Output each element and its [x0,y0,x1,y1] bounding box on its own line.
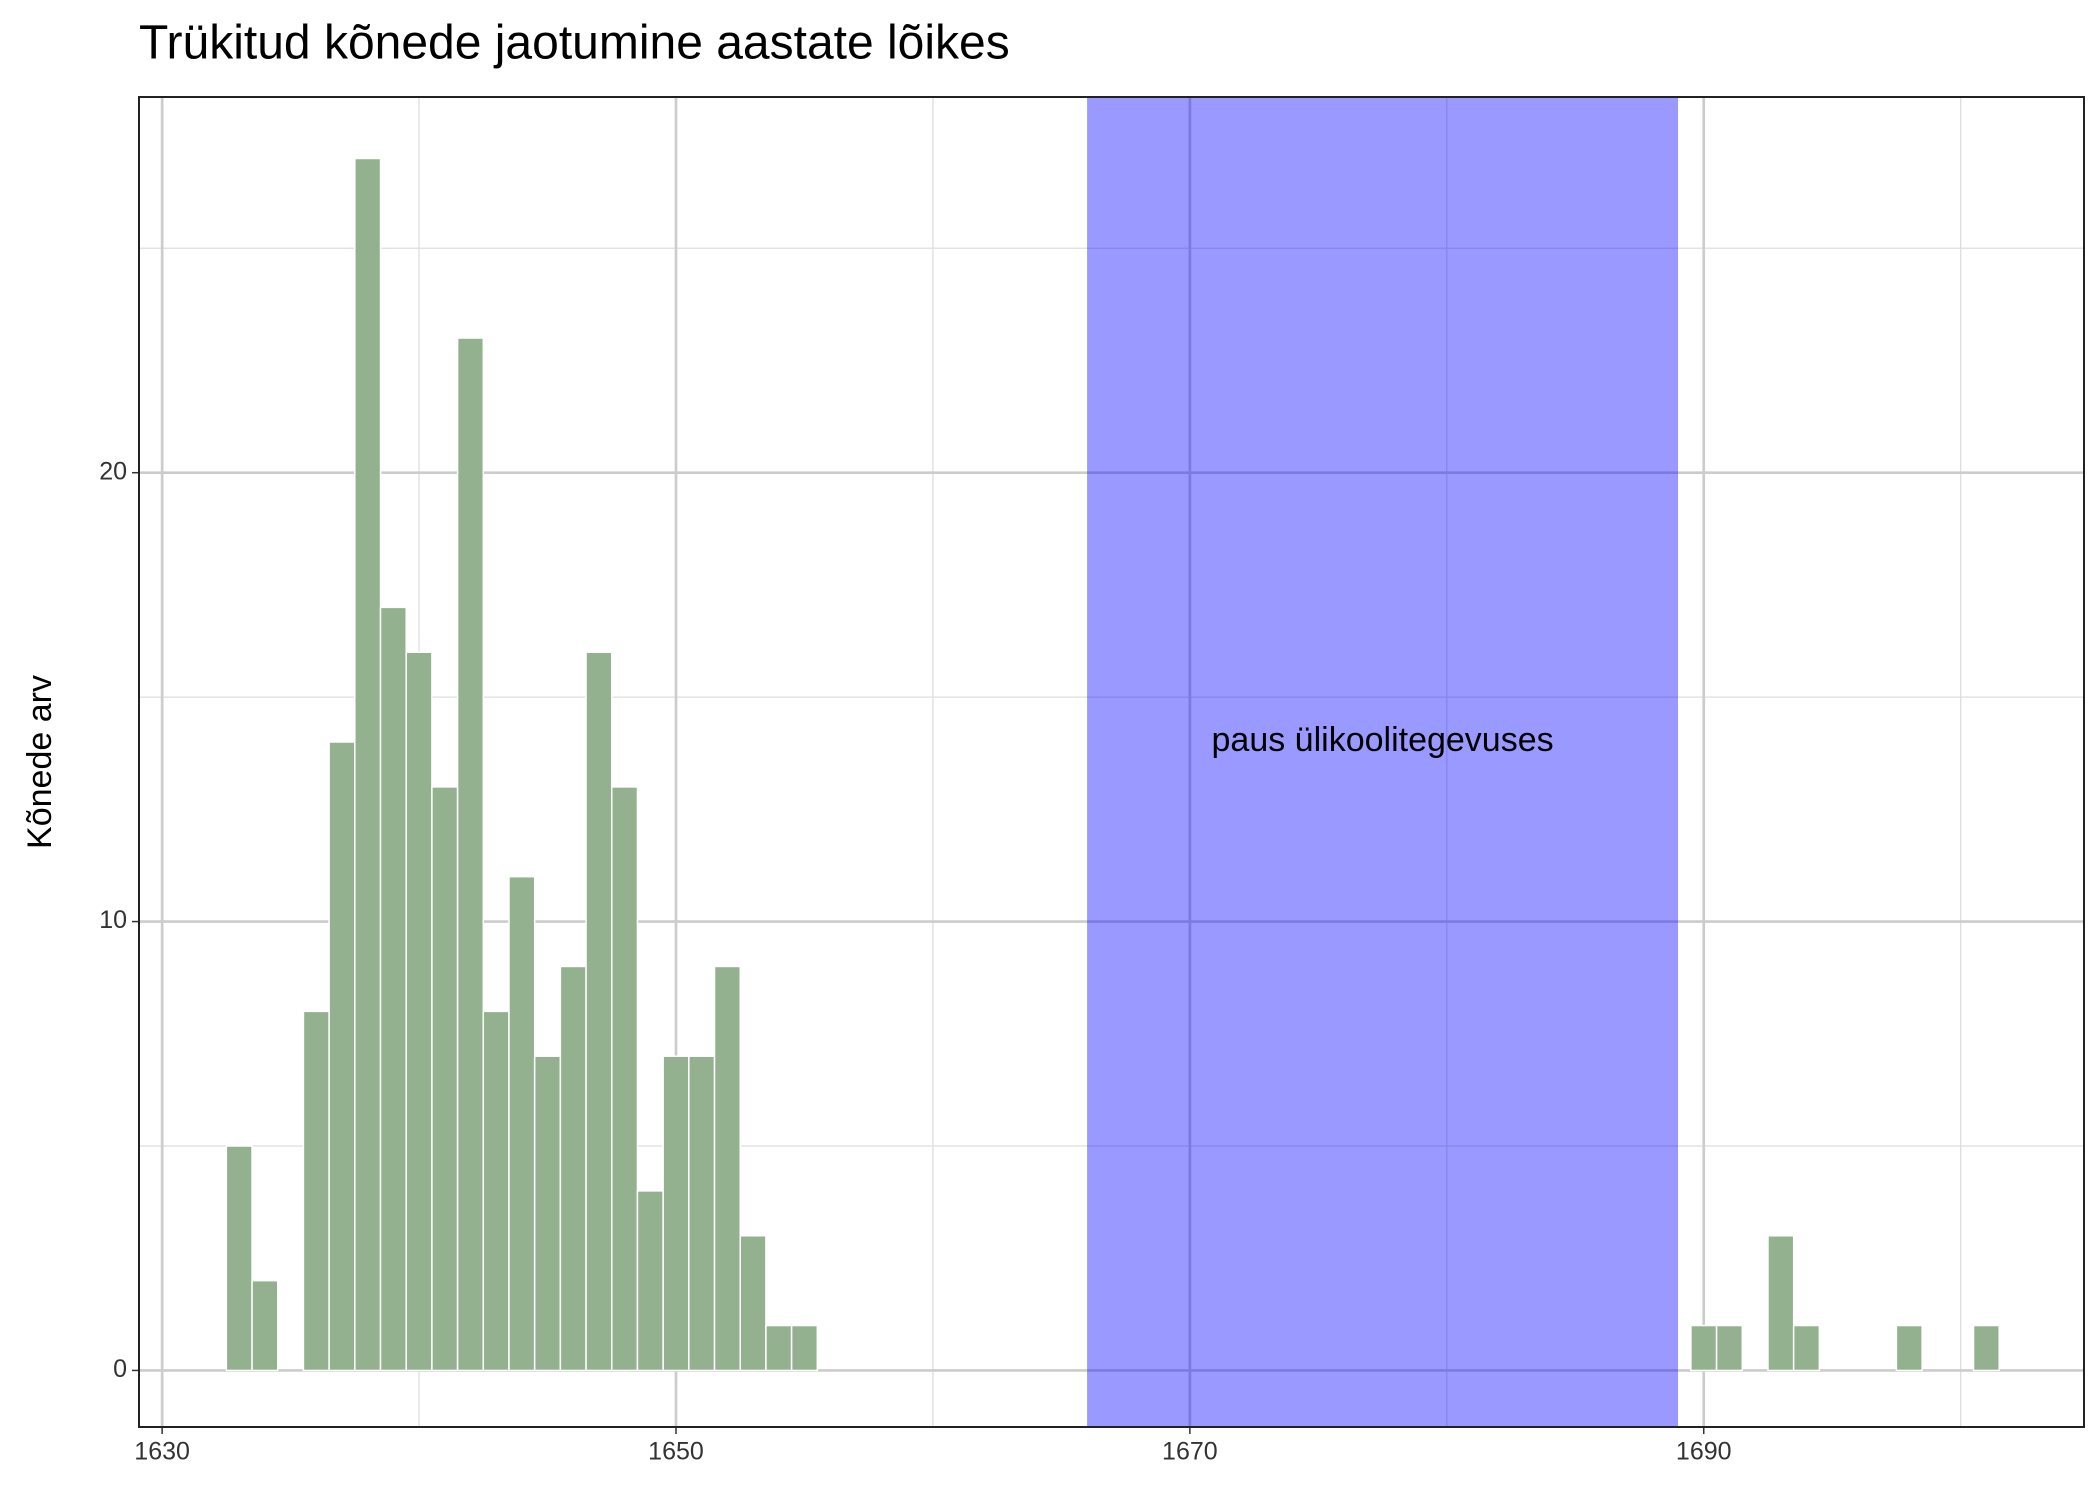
bar [251,1279,279,1372]
shaded-region [1087,97,1679,1427]
annotation: paus ülikoolitegevuses [1212,721,1554,759]
bar [1792,1324,1821,1372]
bar [328,741,356,1372]
bar [1690,1324,1718,1372]
bar [1767,1235,1795,1372]
bar [482,1010,510,1372]
bar [585,651,613,1372]
y-tick-label: 0 [113,1355,127,1383]
panel-border [138,96,2085,1428]
bar [559,965,587,1372]
bar [1895,1324,1923,1372]
x-tick-label: 1690 [1676,1438,1732,1466]
bar [1715,1324,1744,1372]
bar [302,1010,330,1372]
y-tick-label: 20 [99,457,127,485]
chart-title: Trükitud kõnede jaotumine aastate lõikes [139,17,1010,70]
y-tick-label: 10 [99,906,127,934]
bar [533,1055,562,1372]
bar [456,337,485,1372]
y-axis-title: Kõnede arv [21,675,59,849]
bar [688,1055,716,1372]
bar [765,1324,793,1372]
bar [379,606,407,1372]
bar [431,786,459,1372]
bar [405,651,433,1372]
x-tick-label: 1630 [134,1438,190,1466]
bar [611,786,639,1372]
bar [354,157,382,1372]
bar [225,1145,253,1372]
bar [508,875,536,1372]
bar [1972,1324,2000,1372]
bar [739,1235,767,1372]
bar [636,1190,664,1372]
bar [790,1324,819,1372]
x-tick-label: 1650 [648,1438,704,1466]
bar [713,965,741,1372]
bar [662,1055,690,1372]
x-tick-label: 1670 [1162,1438,1218,1466]
